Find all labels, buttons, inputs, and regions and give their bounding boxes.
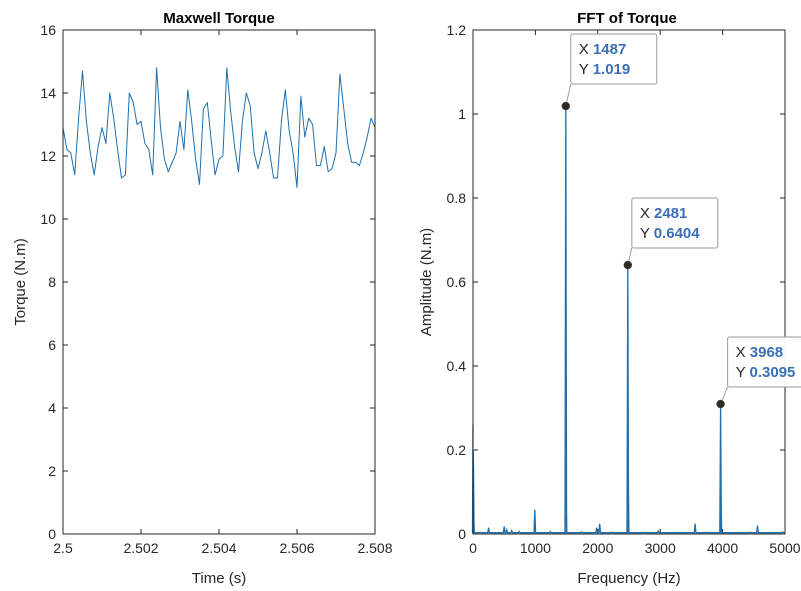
y-tick-label: 16 xyxy=(40,22,56,38)
chart-title: Maxwell Torque xyxy=(163,10,274,27)
datatip-x-key: X xyxy=(736,344,750,361)
y-tick-label: 0 xyxy=(458,526,466,542)
y-tick-label: 2 xyxy=(48,463,56,479)
x-tick-label: 0 xyxy=(469,540,477,556)
datatip-y-value: 0.3095 xyxy=(750,364,796,381)
x-tick-label: 2.506 xyxy=(279,540,314,556)
datatip-y-key: Y xyxy=(640,225,654,242)
x-tick-label: 2.502 xyxy=(123,540,158,556)
x-axis-label: Time (s) xyxy=(192,570,246,587)
axes-frame xyxy=(472,29,786,535)
x-axis-label: Frequency (Hz) xyxy=(577,570,680,587)
y-tick-label: 0.6 xyxy=(447,274,467,290)
datatip-y-value: 0.6404 xyxy=(654,225,701,242)
datatip-x-row: X 2481 xyxy=(640,205,688,222)
y-tick-label: 0.8 xyxy=(447,190,467,206)
datatip-x-value: 1487 xyxy=(593,41,626,58)
datatip-y-row: Y 1.019 xyxy=(579,61,630,78)
x-tick-label: 3000 xyxy=(645,540,676,556)
y-axis-label: Amplitude (N.m) xyxy=(418,228,435,336)
x-tick-label: 2.504 xyxy=(201,540,236,556)
axes-frame xyxy=(62,29,376,535)
chart-title: FFT of Torque xyxy=(577,10,677,27)
x-tick-label: 2.5 xyxy=(53,540,73,556)
datatip-y-row: Y 0.3095 xyxy=(736,364,796,381)
torque-series-line xyxy=(62,67,376,188)
datatip-y-key: Y xyxy=(579,61,593,78)
datatip-x-row: X 1487 xyxy=(579,41,627,58)
tick-layer: 2.5 2.502 2.504 2.506 2.508 0 2 4 6 8 10 12 14 16 xyxy=(40,22,392,556)
x-tick-label: 5000 xyxy=(769,540,800,556)
y-tick-label: 6 xyxy=(48,337,56,353)
maxwell-torque-axes: Maxwell Torque 2.5 2.502 2.504 2.506 2.50802… xyxy=(12,10,393,587)
x-tick-label: 2.508 xyxy=(357,540,392,556)
y-tick-label: 10 xyxy=(40,211,56,227)
datatip-marker[interactable] xyxy=(561,101,571,111)
fft-series-line xyxy=(471,105,785,534)
datatip-y-value: 1.019 xyxy=(593,61,631,78)
datatip-box xyxy=(570,33,658,85)
datatip-y-row: Y 0.6404 xyxy=(640,225,700,242)
datatip-x-value: 2481 xyxy=(654,205,687,222)
y-tick-label: 0.4 xyxy=(447,358,467,374)
y-tick-label: 1.2 xyxy=(447,22,467,38)
datatip-box xyxy=(631,197,719,249)
x-tick-label: 2000 xyxy=(582,540,613,556)
y-tick-label: 1 xyxy=(458,106,466,122)
y-tick-label: 8 xyxy=(48,274,56,290)
datatip-x-key: X xyxy=(579,41,593,58)
y-axis-label: Torque (N.m) xyxy=(12,238,29,326)
y-tick-label: 12 xyxy=(40,148,56,164)
y-tick-label: 0.2 xyxy=(447,442,467,458)
datatip-marker[interactable] xyxy=(623,260,633,270)
tick-layer: 0 1000 2000 3000 4000 5000 0 0.2 0.4 0.6 0.8 1 1.2 xyxy=(447,22,801,556)
y-tick-label: 14 xyxy=(40,85,56,101)
y-tick-label: 0 xyxy=(48,526,56,542)
datatip-marker[interactable] xyxy=(716,399,725,409)
datatip-x-value: 3968 xyxy=(750,344,783,361)
datatip-y-key: Y xyxy=(736,364,750,381)
y-tick-label: 4 xyxy=(48,400,56,416)
x-tick-label: 1000 xyxy=(520,540,551,556)
datatip-x-row: X 3968 xyxy=(736,344,784,361)
datatip-x-key: X xyxy=(640,205,654,222)
x-tick-label: 4000 xyxy=(707,540,738,556)
fft-torque-axes: FFT of Torque 0 1000 2000 3000 4000 500000.20… xyxy=(418,10,801,587)
datatip-box xyxy=(727,336,801,388)
